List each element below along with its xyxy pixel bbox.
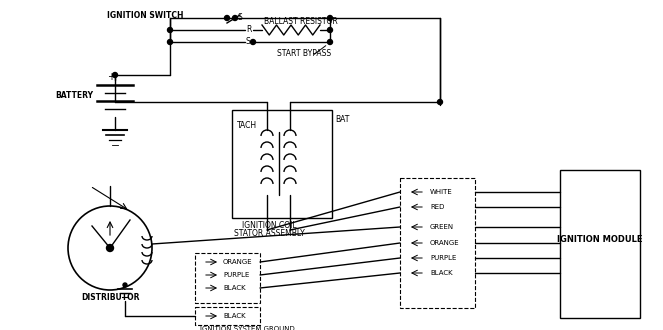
Circle shape [123, 283, 127, 287]
Text: BATTERY: BATTERY [55, 90, 93, 100]
Bar [232, 110, 332, 218]
Text: RED: RED [430, 204, 444, 210]
Text: WHITE: WHITE [430, 189, 453, 195]
Text: IGNITION MODULE: IGNITION MODULE [557, 235, 642, 244]
Circle shape [328, 40, 333, 45]
Text: STATOR ASSEMBLY: STATOR ASSEMBLY [234, 229, 305, 239]
Circle shape [328, 16, 333, 20]
Bar [560, 170, 640, 318]
Circle shape [251, 40, 255, 45]
Text: R: R [246, 25, 251, 35]
Bar [400, 178, 475, 308]
Text: TACH: TACH [237, 120, 257, 129]
Bar [195, 307, 260, 325]
Circle shape [233, 16, 237, 20]
Bar [195, 253, 260, 303]
Circle shape [113, 73, 117, 78]
Circle shape [225, 16, 229, 20]
Text: ORANGE: ORANGE [430, 240, 459, 246]
Text: IGNITION SYSTEM GROUND: IGNITION SYSTEM GROUND [200, 326, 295, 330]
Text: PURPLE: PURPLE [430, 255, 456, 261]
Text: BLACK: BLACK [430, 270, 453, 276]
Text: +: + [107, 72, 115, 82]
Text: GREEN: GREEN [430, 224, 454, 230]
Text: BAT: BAT [335, 115, 349, 124]
Text: PURPLE: PURPLE [223, 272, 249, 278]
Text: BLACK: BLACK [223, 313, 245, 319]
Text: IGNITION SWITCH: IGNITION SWITCH [107, 12, 184, 20]
Circle shape [438, 100, 442, 105]
Text: S: S [246, 38, 251, 47]
Text: START BYPASS: START BYPASS [277, 50, 331, 58]
Text: DISTRIBUTOR: DISTRIBUTOR [81, 293, 139, 303]
Text: IGNITION COIL: IGNITION COIL [242, 221, 296, 230]
Circle shape [168, 40, 172, 45]
Text: ORANGE: ORANGE [223, 259, 253, 265]
Circle shape [328, 27, 333, 32]
Circle shape [168, 27, 172, 32]
Text: BLACK: BLACK [223, 285, 245, 291]
Text: S: S [238, 14, 243, 22]
Text: BALLAST RESISTOR: BALLAST RESISTOR [264, 17, 337, 26]
Circle shape [107, 245, 113, 251]
